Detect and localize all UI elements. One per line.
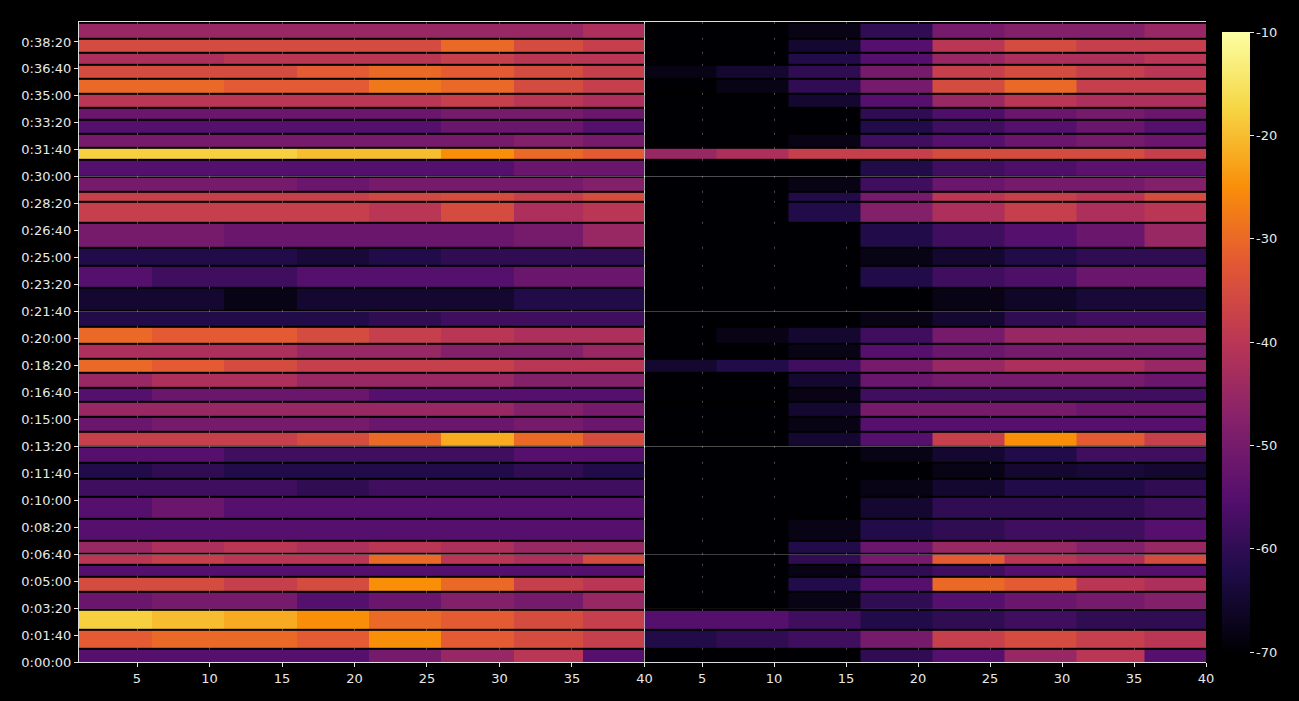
svg-text:0:05:00: 0:05:00 — [21, 574, 71, 589]
svg-text:0:30:00: 0:30:00 — [21, 169, 71, 184]
svg-text:0:28:20: 0:28:20 — [21, 196, 71, 211]
svg-text:-60: -60 — [1256, 541, 1277, 556]
svg-text:25: 25 — [419, 671, 436, 686]
svg-text:35: 35 — [1126, 671, 1143, 686]
svg-text:0:36:40: 0:36:40 — [21, 61, 71, 76]
svg-text:0:33:20: 0:33:20 — [21, 115, 71, 130]
svg-text:35: 35 — [564, 671, 581, 686]
svg-text:0:06:40: 0:06:40 — [21, 547, 71, 562]
svg-text:-40: -40 — [1256, 335, 1277, 350]
svg-text:10: 10 — [201, 671, 218, 686]
svg-text:0:26:40: 0:26:40 — [21, 223, 71, 238]
svg-text:0:38:20: 0:38:20 — [21, 35, 71, 50]
svg-text:-30: -30 — [1256, 231, 1277, 246]
svg-text:0:35:00: 0:35:00 — [21, 88, 71, 103]
svg-text:0:25:00: 0:25:00 — [21, 250, 71, 265]
svg-text:0:08:20: 0:08:20 — [21, 520, 71, 535]
svg-text:10: 10 — [766, 671, 783, 686]
svg-text:25: 25 — [982, 671, 999, 686]
svg-text:5: 5 — [698, 671, 706, 686]
svg-text:0:15:00: 0:15:00 — [21, 412, 71, 427]
svg-text:0:13:20: 0:13:20 — [21, 439, 71, 454]
svg-text:0:18:20: 0:18:20 — [21, 358, 71, 373]
svg-text:15: 15 — [274, 671, 291, 686]
svg-text:0:31:40: 0:31:40 — [21, 142, 71, 157]
svg-text:0:23:20: 0:23:20 — [21, 277, 71, 292]
svg-text:-50: -50 — [1256, 438, 1277, 453]
svg-text:0:03:20: 0:03:20 — [21, 601, 71, 616]
svg-text:0:21:40: 0:21:40 — [21, 304, 71, 319]
svg-text:-70: -70 — [1256, 645, 1277, 660]
svg-text:0:00:00: 0:00:00 — [21, 655, 71, 670]
svg-text:15: 15 — [838, 671, 855, 686]
svg-text:20: 20 — [910, 671, 927, 686]
svg-text:0:16:40: 0:16:40 — [21, 385, 71, 400]
svg-text:0:01:40: 0:01:40 — [21, 628, 71, 643]
svg-text:5: 5 — [133, 671, 141, 686]
svg-text:0:10:00: 0:10:00 — [21, 493, 71, 508]
svg-text:30: 30 — [1054, 671, 1071, 686]
svg-text:30: 30 — [491, 671, 508, 686]
svg-text:-10: -10 — [1256, 25, 1277, 40]
svg-text:0:11:40: 0:11:40 — [21, 466, 71, 481]
svg-text:40: 40 — [1198, 671, 1215, 686]
svg-text:-20: -20 — [1256, 128, 1277, 143]
svg-text:20: 20 — [346, 671, 363, 686]
svg-text:0:20:00: 0:20:00 — [21, 331, 71, 346]
svg-text:40: 40 — [636, 671, 653, 686]
